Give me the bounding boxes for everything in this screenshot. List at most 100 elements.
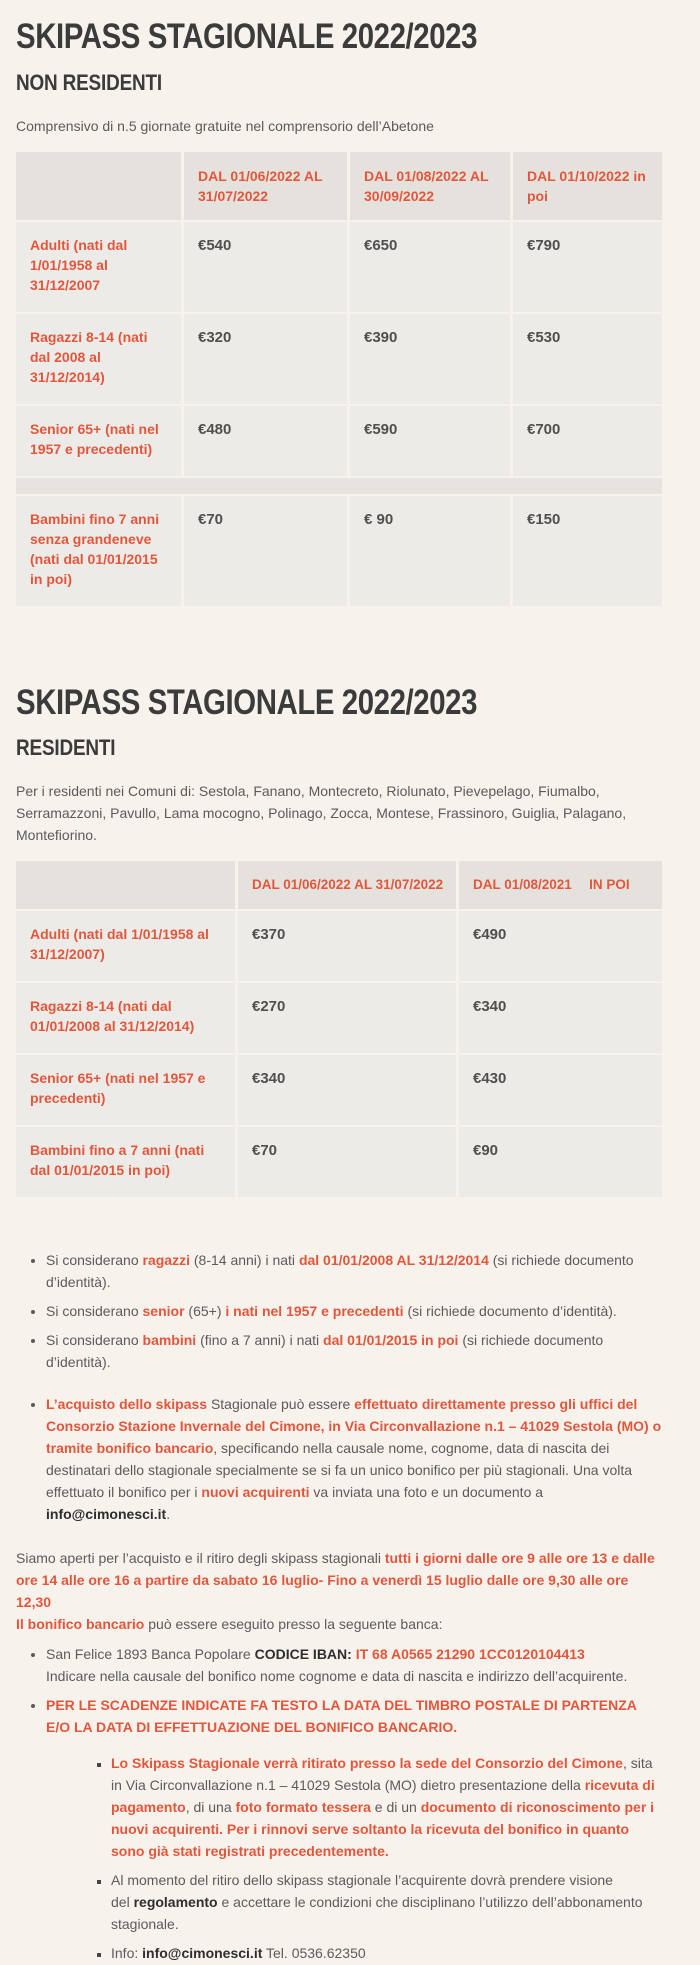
text-segment: nuovi acquirenti	[201, 1484, 310, 1501]
price-cell: €540	[184, 221, 347, 312]
column-header-cell-empty	[16, 151, 181, 220]
text-segment: Si considerano	[46, 1252, 143, 1269]
text-segment: Il bonifico bancario	[16, 1616, 145, 1633]
purchase-info-list: L’acquisto dello skipass Stagionale può …	[16, 1393, 662, 1525]
text-segment: Indicare nella causale del bonifico nome…	[46, 1668, 628, 1685]
price-cell: €430	[459, 1055, 662, 1126]
column-header-cell: DAL 01/08/2022 AL 30/09/2022	[350, 151, 510, 220]
text-segment: Stagionale può essere	[207, 1396, 355, 1413]
price-cell: €370	[238, 911, 456, 982]
text-segment: va inviata una foto e un documento a	[309, 1484, 544, 1501]
list-item: Lo Skipass Stagionale verrà ritirato pre…	[111, 1752, 662, 1862]
text-segment: Lo Skipass Stagionale verrà ritirato pre…	[111, 1755, 623, 1772]
text-segment: foto formato tessera	[235, 1799, 371, 1816]
list-item: Si considerano bambini (fino a 7 anni) i…	[46, 1329, 662, 1373]
column-header-cell: DAL 01/06/2022 AL 31/07/2022	[238, 861, 456, 910]
text-segment: tutti i giorni dalle ore 9 alle ore 13 e…	[16, 1550, 655, 1611]
section2-title: SKIPASS STAGIONALE 2022/2023	[16, 682, 478, 722]
text-segment: del	[111, 1894, 134, 1911]
text-segment: Siamo aperti per l’acquisto e il ritiro …	[16, 1550, 385, 1567]
column-header-cell: DAL 01/08/2021 IN POI	[459, 861, 662, 910]
price-cell: €70	[184, 495, 347, 606]
price-cell: €90	[459, 1127, 662, 1198]
text-segment: senior	[142, 1303, 185, 1320]
text-segment: effettuato direttamente presso gli uffic…	[46, 1396, 662, 1457]
price-cell: €480	[184, 405, 347, 476]
price-cell: €340	[238, 1055, 456, 1126]
price-cell: € 90	[350, 495, 510, 606]
age-definitions-list: Si considerano ragazzi (8-14 anni) i nat…	[16, 1249, 662, 1373]
text-segment: PER LE SCADENZE INDICATE FA TESTO LA DAT…	[46, 1697, 637, 1736]
text-segment: , specificando nella causale nome, cogno…	[46, 1440, 633, 1501]
text-segment: (65+)	[184, 1303, 226, 1320]
text-segment: Tel. 0536.62350	[262, 1945, 366, 1962]
notes-section: Si considerano ragazzi (8-14 anni) i nat…	[16, 1249, 662, 1964]
email-link[interactable]: info@cimonesci.it	[142, 1945, 263, 1962]
list-item: Al momento del ritiro dello skipass stag…	[111, 1869, 662, 1935]
row-label-cell: Ragazzi 8-14 (nati dal 01/01/2008 al 31/…	[16, 983, 235, 1054]
section1-subtitle: NON RESIDENTI	[16, 69, 162, 95]
text-segment: (si richiede documento d’identità).	[403, 1303, 617, 1320]
column-header-cell: DAL 01/06/2022 AL 31/07/2022	[184, 151, 347, 220]
list-item: L’acquisto dello skipass Stagionale può …	[46, 1393, 662, 1525]
row-label-cell: Adulti (nati dal 1/01/1958 al 31/12/2007	[16, 221, 181, 312]
list-item: Info: info@cimonesci.it Tel. 0536.62350	[111, 1942, 662, 1964]
text-segment: dal 01/01/2015 in poi	[323, 1332, 459, 1349]
price-cell: €340	[459, 983, 662, 1054]
section2-subtitle: RESIDENTI	[16, 735, 116, 761]
text-segment: (si richiede documento d’identità).	[46, 1332, 604, 1371]
table-spacer-row	[16, 477, 662, 494]
price-cell: €70	[238, 1127, 456, 1198]
text-segment: IT 68 A0565 21290 1CC0120104413	[355, 1646, 585, 1663]
row-label-cell: Senior 65+ (nati nel 1957 e precedenti)	[16, 405, 181, 476]
price-cell: €650	[350, 221, 510, 312]
text-segment: ragazzi	[142, 1252, 190, 1269]
price-cell: €150	[513, 495, 662, 606]
list-item: San Felice 1893 Banca Popolare CODICE IB…	[46, 1643, 662, 1687]
price-cell: €390	[350, 313, 510, 404]
text-segment: Si considerano	[46, 1303, 143, 1320]
price-table-residenti: DAL 01/06/2022 AL 31/07/2022 DAL 01/08/2…	[16, 861, 662, 1198]
text-segment: Al momento del ritiro dello skipass stag…	[111, 1872, 613, 1889]
regolamento-link[interactable]: regolamento	[133, 1894, 218, 1911]
row-label-cell: Bambini fino a 7 anni (nati dal 01/01/20…	[16, 1127, 235, 1198]
price-cell: €530	[513, 313, 662, 404]
price-cell: €590	[350, 405, 510, 476]
section1-intro-text: Comprensivo di n.5 giornate gratuite nel…	[16, 117, 434, 134]
text-segment: (8-14 anni) i nati	[189, 1252, 299, 1269]
pickup-info-list: Lo Skipass Stagionale verrà ritirato pre…	[16, 1752, 662, 1964]
opening-hours-text: Siamo aperti per l’acquisto e il ritiro …	[16, 1547, 662, 1635]
price-cell: €700	[513, 405, 662, 476]
price-cell: €270	[238, 983, 456, 1054]
column-header-cell: DAL 01/10/2022 in poi	[513, 151, 662, 220]
row-label-cell: Ragazzi 8-14 (nati dal 2008 al 31/12/201…	[16, 313, 181, 404]
section2-intro-text: Per i residenti nei Comuni di: Sestola, …	[16, 783, 627, 844]
column-header-cell-empty	[16, 861, 235, 910]
text-segment: (fino a 7 anni) i nati	[196, 1332, 324, 1349]
text-segment: .	[166, 1506, 171, 1523]
email-link[interactable]: info@cimonesci.it	[46, 1506, 167, 1523]
row-label-cell: Adulti (nati dal 1/01/1958 al 31/12/2007…	[16, 911, 235, 982]
text-segment: e di un	[370, 1799, 421, 1816]
price-cell: €320	[184, 313, 347, 404]
text-segment: può essere eseguito presso la seguente b…	[144, 1616, 443, 1633]
row-label-cell: Senior 65+ (nati nel 1957 e precedenti)	[16, 1055, 235, 1126]
price-table-non-residenti: DAL 01/06/2022 AL 31/07/2022 DAL 01/08/2…	[16, 151, 662, 606]
row-label-cell: Bambini fino 7 anni senza grandeneve (na…	[16, 495, 181, 606]
text-segment: Si considerano	[46, 1332, 143, 1349]
text-segment: i nati nel 1957 e precedenti	[225, 1303, 404, 1320]
price-cell: €790	[513, 221, 662, 312]
text-segment: L’acquisto dello skipass	[46, 1396, 208, 1413]
list-item: PER LE SCADENZE INDICATE FA TESTO LA DAT…	[46, 1694, 662, 1738]
list-item: Si considerano ragazzi (8-14 anni) i nat…	[46, 1249, 662, 1293]
price-cell: €490	[459, 911, 662, 982]
text-segment: bambini	[142, 1332, 197, 1349]
page-title: SKIPASS STAGIONALE 2022/2023	[16, 17, 478, 56]
bank-info-list: San Felice 1893 Banca Popolare CODICE IB…	[16, 1643, 662, 1738]
text-segment: CODICE IBAN:	[254, 1646, 356, 1663]
text-segment: dal 01/01/2008 AL 31/12/2014	[298, 1252, 493, 1269]
text-segment: (si richiede documento d’identità).	[46, 1252, 634, 1291]
text-segment: , di una	[185, 1799, 236, 1816]
residenti-section: SKIPASS STAGIONALE 2022/2023 RESIDENTI P…	[16, 682, 662, 1198]
